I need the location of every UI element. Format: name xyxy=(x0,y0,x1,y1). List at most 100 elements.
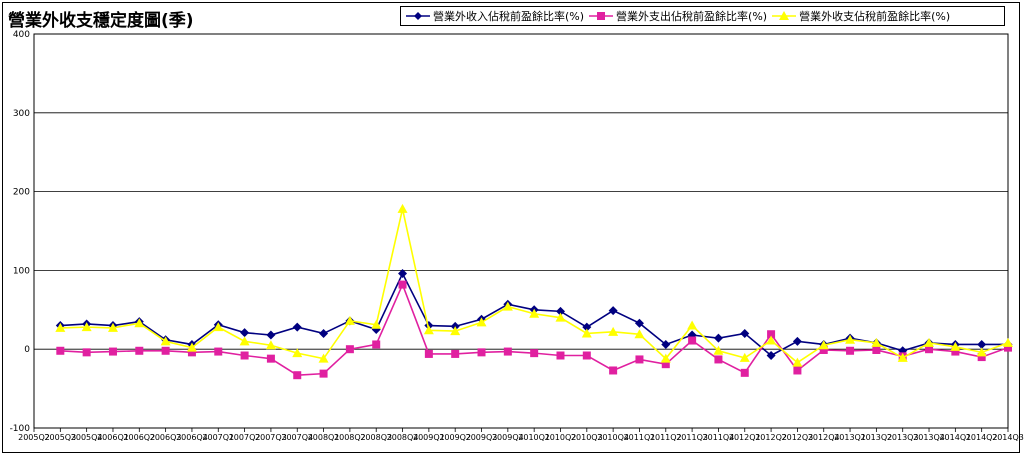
data-point-series-3 xyxy=(476,317,487,327)
data-point-series-2 xyxy=(1004,343,1012,352)
data-point-series-2 xyxy=(819,345,828,354)
data-point-series-1 xyxy=(266,330,276,340)
data-point-series-2 xyxy=(345,345,354,354)
y-tick-label: 200 xyxy=(13,188,30,198)
data-point-series-1 xyxy=(292,322,302,332)
x-tick-label: 2010Q1 xyxy=(518,433,550,442)
data-point-series-2 xyxy=(846,346,855,355)
data-point-series-2 xyxy=(319,369,328,378)
data-point-series-1 xyxy=(582,322,592,332)
data-point-series-1 xyxy=(977,339,987,349)
data-point-series-1 xyxy=(713,333,723,343)
data-point-series-3 xyxy=(897,352,908,362)
x-tick-label: 2011Q2 xyxy=(650,433,682,442)
data-point-series-2 xyxy=(161,346,170,355)
data-point-series-3 xyxy=(660,353,671,363)
legend-label-series-3: 營業外收支佔稅前盈餘比率(%) xyxy=(799,10,951,23)
data-point-series-3 xyxy=(818,340,829,350)
data-point-series-2 xyxy=(661,360,670,369)
data-point-series-2 xyxy=(56,346,65,355)
data-point-series-3 xyxy=(845,334,856,344)
data-point-series-2 xyxy=(372,340,381,349)
data-point-series-1 xyxy=(634,318,644,328)
data-point-series-3 xyxy=(555,312,566,322)
x-tick-label: 2011Q1 xyxy=(624,433,656,442)
x-tick-label: 2009Q1 xyxy=(413,433,445,442)
data-point-series-2 xyxy=(688,336,697,345)
data-point-series-3 xyxy=(608,326,619,336)
data-point-series-2 xyxy=(714,355,723,364)
data-point-series-2 xyxy=(977,353,986,362)
legend: 營業外收入佔稅前盈餘比率(%) 營業外支出佔稅前盈餘比率(%) 營業外收支佔稅前… xyxy=(400,6,1005,26)
data-point-series-3 xyxy=(450,326,461,336)
data-point-series-2 xyxy=(503,347,512,356)
x-tick-label: 2012Q1 xyxy=(729,433,761,442)
x-tick-label: 2013Q3 xyxy=(887,433,919,442)
data-point-series-3 xyxy=(634,329,645,339)
y-tick-label: 100 xyxy=(13,266,30,276)
data-point-series-3 xyxy=(739,352,750,362)
data-point-series-2 xyxy=(398,280,407,289)
x-tick-label: 2012Q3 xyxy=(782,433,814,442)
x-tick-label: 2007Q4 xyxy=(281,433,313,442)
x-tick-label: 2013Q2 xyxy=(861,433,893,442)
data-point-series-3 xyxy=(502,301,513,311)
data-point-series-2 xyxy=(793,366,802,375)
data-point-series-2 xyxy=(740,368,749,377)
data-point-series-1 xyxy=(792,336,802,346)
x-tick-label: 2008Q4 xyxy=(387,433,419,442)
data-point-series-3 xyxy=(766,335,777,345)
legend-label-series-2: 營業外支出佔稅前盈餘比率(%) xyxy=(616,10,768,23)
data-point-series-2 xyxy=(214,347,223,356)
data-point-series-2 xyxy=(108,347,117,356)
data-point-series-2 xyxy=(925,345,934,354)
legend-item-series-3: 營業外收支佔稅前盈餘比率(%) xyxy=(771,8,950,24)
x-tick-label: 2006Q2 xyxy=(123,433,155,442)
data-point-series-3 xyxy=(186,342,197,352)
x-tick-label: 2013Q4 xyxy=(913,433,945,442)
data-point-series-1 xyxy=(608,306,618,316)
x-tick-label: 2014Q3 xyxy=(992,433,1024,442)
legend-marker-triangle-icon xyxy=(772,11,797,20)
series-line-2 xyxy=(60,282,1009,377)
data-point-series-2 xyxy=(872,345,881,354)
data-point-series-3 xyxy=(950,341,961,351)
x-tick-label: 2009Q2 xyxy=(439,433,471,442)
data-point-series-3 xyxy=(871,337,882,347)
data-point-series-2 xyxy=(187,348,196,357)
x-tick-label: 2012Q4 xyxy=(808,433,840,442)
data-point-series-3 xyxy=(581,328,592,338)
x-tick-label: 2007Q3 xyxy=(255,433,287,442)
data-point-series-2 xyxy=(293,371,302,380)
legend-marker-square-icon xyxy=(589,12,614,20)
data-point-series-3 xyxy=(344,315,355,325)
data-point-series-3 xyxy=(265,340,276,350)
x-tick-label: 2010Q3 xyxy=(571,433,603,442)
x-tick-label: 2008Q2 xyxy=(334,433,366,442)
x-tick-label: 2008Q3 xyxy=(360,433,392,442)
data-point-series-2 xyxy=(82,348,91,357)
data-point-series-1 xyxy=(740,328,750,338)
data-point-series-3 xyxy=(134,318,145,328)
y-tick-label: 300 xyxy=(13,109,30,119)
data-point-series-2 xyxy=(556,351,565,360)
data-point-series-3 xyxy=(318,353,329,363)
data-point-series-3 xyxy=(55,322,66,332)
data-point-series-2 xyxy=(451,349,460,358)
data-point-series-2 xyxy=(266,354,275,363)
x-tick-label: 2011Q3 xyxy=(676,433,708,442)
data-point-series-3 xyxy=(239,336,250,346)
data-point-series-3 xyxy=(107,322,118,332)
data-point-series-2 xyxy=(582,351,591,360)
data-point-series-1 xyxy=(555,306,565,316)
plot-border xyxy=(33,33,1009,429)
x-tick-label: 2009Q3 xyxy=(466,433,498,442)
x-tick-label: 2005Q4 xyxy=(71,433,103,442)
x-tick-label: 2014Q2 xyxy=(966,433,998,442)
y-tick-label: -100 xyxy=(10,424,31,434)
data-point-series-1 xyxy=(661,339,671,349)
x-tick-label: 2006Q3 xyxy=(150,433,182,442)
data-point-series-1 xyxy=(240,328,250,338)
y-tick-label: 0 xyxy=(24,345,30,355)
